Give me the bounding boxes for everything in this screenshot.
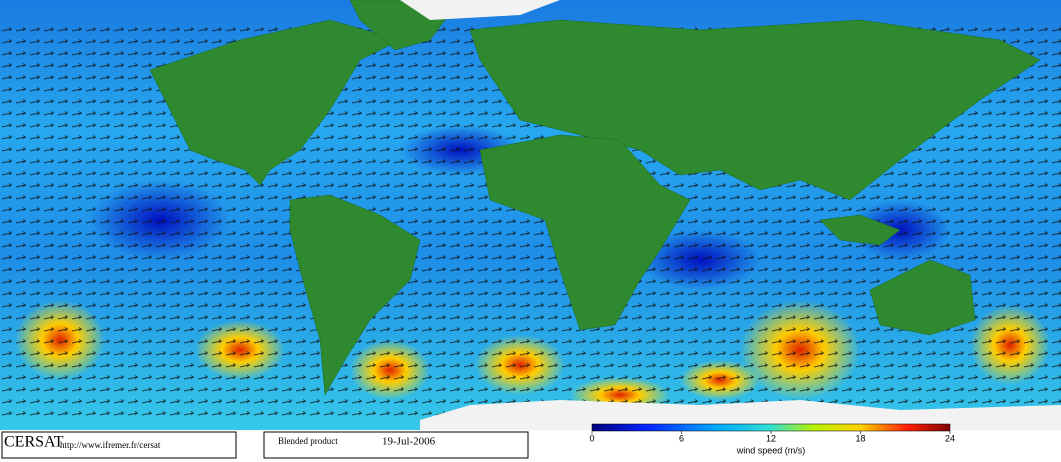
colorbar-tick-label: 0 (589, 433, 594, 443)
product-box (263, 431, 529, 459)
colorbar-tick-label: 6 (679, 433, 684, 443)
logo: CERSAT (4, 434, 64, 451)
colorbar-tick-label: 24 (945, 433, 955, 443)
arctic-ice (400, 0, 560, 20)
antarctica (420, 400, 1061, 430)
land (149, 0, 1041, 396)
colorbar-tick-label: 12 (766, 433, 776, 443)
url: http://www.ifremer.fr/cersat (60, 440, 161, 450)
date: 19-Jul-2006 (382, 436, 436, 448)
colorbar-tick-label: 18 (855, 433, 865, 443)
logo-box (1, 431, 237, 459)
product: Blended product (278, 436, 338, 446)
colorbar: wind speed (m/s) 0 6 12 18 24 (589, 423, 955, 455)
colorbar-label: wind speed (m/s) (736, 445, 806, 455)
colorbar-ramp (591, 423, 951, 432)
